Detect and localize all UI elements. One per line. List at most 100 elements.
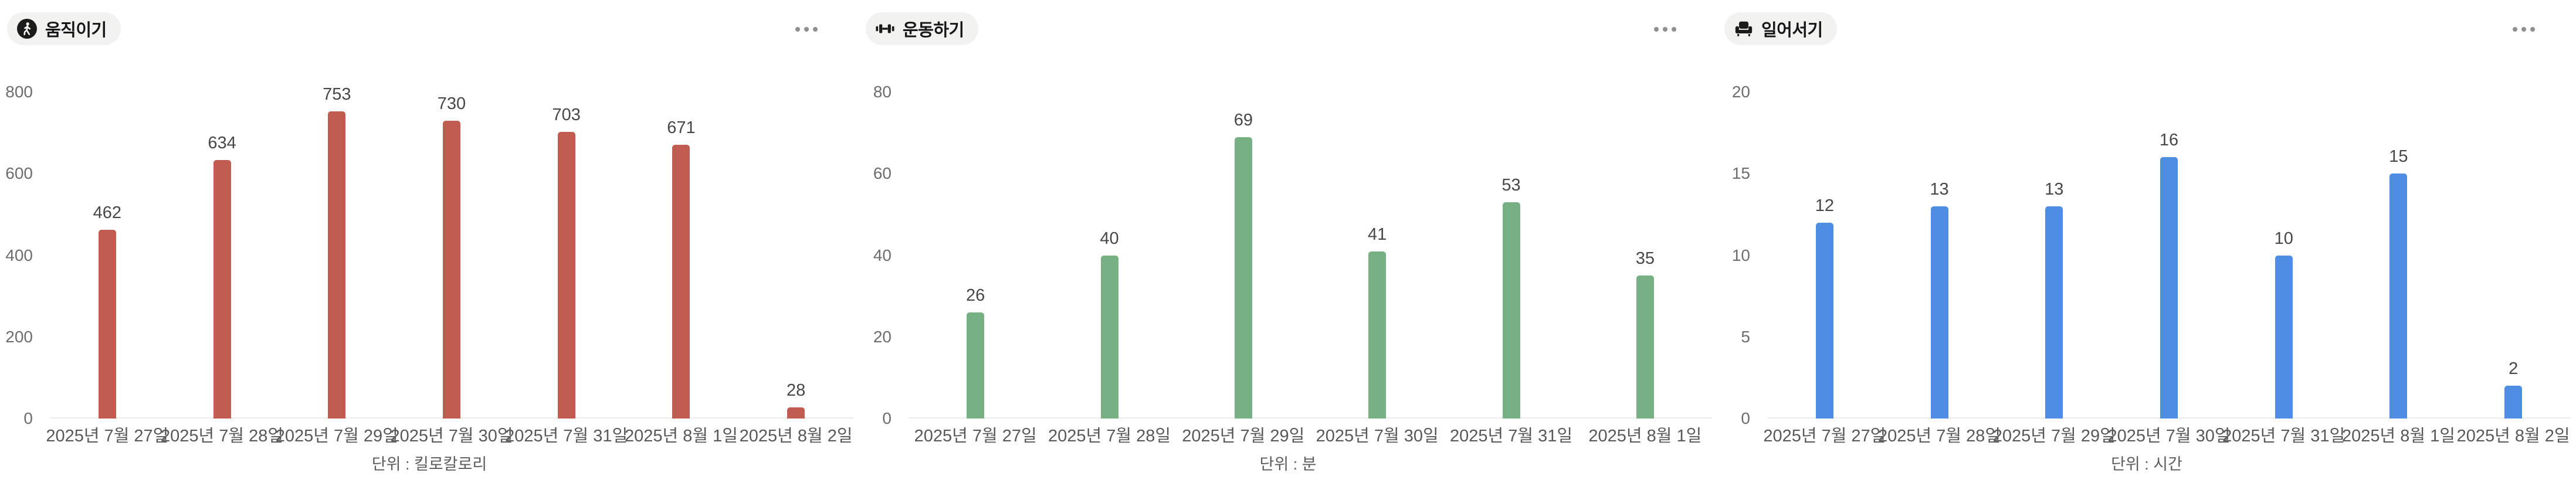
- dumbbell-icon: [875, 19, 895, 39]
- bar: [2045, 206, 2063, 419]
- bar-value-label: 703: [552, 105, 581, 124]
- x-axis-category-label: 2025년 7월 27일: [1763, 427, 1886, 445]
- bar: [1930, 206, 1948, 419]
- bar: [2275, 255, 2293, 419]
- y-axis-tick-label: 200: [5, 327, 33, 346]
- ellipsis-icon: [1654, 27, 1676, 32]
- bar-value-label: 69: [1233, 110, 1253, 130]
- bar: [2389, 174, 2408, 419]
- bar-value-label: 28: [787, 380, 806, 400]
- bar-value-label: 671: [667, 118, 696, 137]
- stand-chart-panel: 0 5 10 15 20 2025년 7월 27일 12 2025년 7월 28일 13 2025…: [1717, 0, 2576, 483]
- x-axis-category-label: 2025년 8월 2일: [2456, 427, 2570, 445]
- exercise-bar-chart: 0 20 40 60 80 2025년 7월 27일 26 2025년 7월 28일 40 202…: [859, 0, 1717, 483]
- bar: [1502, 202, 1520, 419]
- bar: [557, 131, 575, 419]
- more-options-button[interactable]: [2509, 23, 2538, 35]
- bar: [98, 230, 116, 419]
- chart-title: 움직이기: [45, 21, 107, 40]
- move-chart-panel: 0 200 400 600 800 2025년 7월 27일 462 2025년 7월 28일…: [0, 0, 859, 483]
- bar-value-label: 13: [1930, 179, 1949, 199]
- x-axis-category-label: 2025년 7월 29일: [275, 427, 398, 445]
- y-axis-tick-label: 15: [1731, 164, 1750, 183]
- exercise-title-chip: 운동하기: [866, 12, 978, 45]
- bar-value-label: 462: [93, 203, 122, 223]
- bar: [1815, 222, 1833, 419]
- bar: [967, 312, 985, 419]
- more-options-button[interactable]: [792, 23, 821, 35]
- bar: [1368, 251, 1387, 419]
- bar: [1636, 275, 1654, 419]
- chart-title: 일어서기: [1761, 21, 1823, 40]
- armchair-icon: [1734, 19, 1754, 39]
- x-axis-category-label: 2025년 7월 29일: [1992, 427, 2116, 445]
- bar: [672, 144, 690, 419]
- x-axis-category-label: 2025년 7월 30일: [2107, 427, 2231, 445]
- move-bar-chart: 0 200 400 600 800 2025년 7월 27일 462 2025년 7월 28일…: [0, 0, 859, 483]
- x-axis-category-label: 2025년 7월 27일: [46, 427, 169, 445]
- y-axis-tick-label: 0: [23, 409, 33, 427]
- x-axis-category-label: 2025년 8월 1일: [2341, 427, 2455, 445]
- more-options-button[interactable]: [1650, 23, 1680, 35]
- y-axis-tick-label: 0: [1741, 409, 1750, 427]
- x-axis-category-label: 2025년 8월 1일: [624, 427, 738, 445]
- x-axis-category-label: 2025년 8월 1일: [1588, 427, 1702, 445]
- x-axis-category-label: 2025년 7월 30일: [390, 427, 513, 445]
- person-walking-icon: [16, 18, 38, 39]
- chart-title: 운동하기: [903, 21, 964, 40]
- x-axis-category-label: 2025년 7월 29일: [1182, 427, 1305, 445]
- x-axis-category-label: 2025년 7월 28일: [161, 427, 284, 445]
- x-axis-category-label: 2025년 8월 2일: [739, 427, 853, 445]
- y-axis-tick-label: 0: [882, 409, 892, 427]
- bar-value-label: 10: [2274, 229, 2293, 248]
- unit-label: 단위 : 시간: [2111, 455, 2182, 473]
- move-title-chip: 움직이기: [7, 12, 121, 45]
- unit-label: 단위 : 분: [1259, 455, 1317, 473]
- x-axis-category-label: 2025년 7월 28일: [1048, 427, 1171, 445]
- bar: [213, 159, 231, 419]
- bar-value-label: 634: [208, 133, 236, 152]
- bar-value-label: 41: [1368, 225, 1387, 244]
- x-axis-category-label: 2025년 7월 28일: [1878, 427, 2001, 445]
- x-axis-category-label: 2025년 7월 31일: [2222, 427, 2345, 445]
- bar-value-label: 40: [1100, 229, 1119, 248]
- x-axis-line: [909, 417, 1712, 419]
- y-axis-tick-label: 10: [1731, 246, 1750, 264]
- y-axis-tick-label: 400: [5, 246, 33, 264]
- ellipsis-icon: [795, 27, 818, 32]
- bar: [2160, 157, 2178, 419]
- x-axis-category-label: 2025년 7월 31일: [1449, 427, 1573, 445]
- y-axis-tick-label: 20: [873, 327, 892, 346]
- bar: [443, 120, 460, 419]
- bar-value-label: 16: [2159, 131, 2179, 150]
- x-axis-category-label: 2025년 7월 30일: [1316, 427, 1439, 445]
- bar-value-label: 26: [966, 285, 985, 305]
- y-axis-tick-label: 20: [1731, 83, 1750, 101]
- bar: [1234, 137, 1252, 419]
- bar: [328, 111, 346, 419]
- bar: [2504, 386, 2523, 419]
- y-axis-tick-label: 40: [873, 246, 892, 264]
- x-axis-category-label: 2025년 7월 27일: [914, 427, 1037, 445]
- bar-value-label: 53: [1501, 175, 1521, 195]
- bar-value-label: 753: [323, 84, 351, 104]
- y-axis-tick-label: 600: [5, 164, 33, 183]
- bar-value-label: 13: [2045, 179, 2064, 199]
- y-axis-tick-label: 5: [1741, 327, 1750, 346]
- exercise-chart-panel: 0 20 40 60 80 2025년 7월 27일 26 2025년 7월 28일 40 202…: [859, 0, 1717, 483]
- bar-value-label: 15: [2389, 147, 2408, 166]
- bar: [1100, 255, 1118, 419]
- y-axis-tick-label: 80: [873, 83, 892, 101]
- bar-value-label: 12: [1815, 196, 1834, 215]
- y-axis-tick-label: 60: [873, 164, 892, 183]
- y-axis-tick-label: 800: [5, 83, 33, 101]
- bar-value-label: 35: [1635, 249, 1655, 268]
- stand-bar-chart: 0 5 10 15 20 2025년 7월 27일 12 2025년 7월 28일 13 2025…: [1717, 0, 2576, 483]
- stand-title-chip: 일어서기: [1724, 12, 1837, 45]
- unit-label: 단위 : 킬로칼로리: [371, 455, 487, 473]
- x-axis-category-label: 2025년 7월 31일: [505, 427, 628, 445]
- bar-value-label: 2: [2509, 359, 2519, 379]
- bar: [787, 407, 805, 419]
- bar-value-label: 730: [437, 94, 466, 113]
